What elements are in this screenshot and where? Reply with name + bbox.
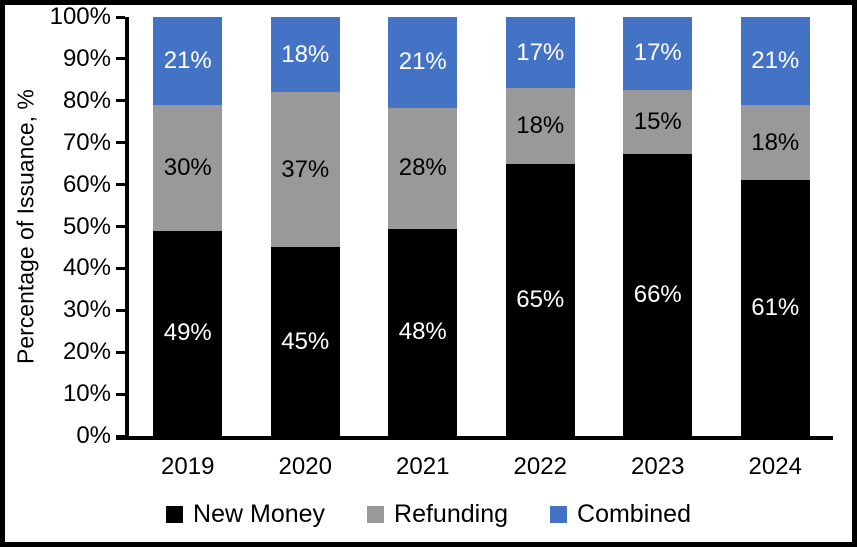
x-tick-label-2022: 2022	[513, 453, 567, 480]
bar-segment-combined-2021: 21%	[388, 17, 458, 108]
bar-segment-refunding-2023: 15%	[623, 89, 693, 154]
bar-segment-combined-2023: 17%	[623, 17, 693, 90]
y-axis-line	[125, 17, 129, 440]
legend-label-combined: Combined	[577, 499, 691, 528]
bar-segment-combined-2024: 21%	[740, 17, 810, 106]
x-tick-label-2021: 2021	[396, 453, 450, 480]
bar-segment-combined-2022: 17%	[505, 17, 575, 89]
legend-swatch-refunding	[367, 505, 385, 523]
legend-label-refunding: Refunding	[394, 499, 509, 528]
y-axis-title: Percentage of Issuance, %	[12, 89, 39, 364]
data-label-combined-2022: 17%	[516, 38, 565, 66]
data-label-new-money-2019: 49%	[163, 319, 212, 347]
bars-container: 49% 30% 21% 45% 37% 18% 48% 28% 21% 65% 18% 17% 66% 1…	[129, 17, 834, 436]
data-label-combined-2023: 17%	[633, 39, 682, 67]
y-tick-mark	[116, 183, 125, 187]
data-label-combined-2021: 21%	[398, 48, 447, 76]
data-label-new-money-2022: 65%	[516, 285, 565, 313]
y-tick-mark	[116, 266, 125, 270]
y-tick-mark	[116, 308, 125, 312]
x-tick-label-2024: 2024	[748, 453, 802, 480]
data-label-new-money-2024: 61%	[751, 294, 800, 322]
data-label-combined-2019: 21%	[163, 47, 212, 75]
data-label-new-money-2023: 66%	[633, 280, 682, 308]
bar-segment-new-money-2021: 48%	[388, 228, 458, 436]
bar-2019: 49% 30% 21%	[153, 17, 223, 436]
bar-segment-refunding-2024: 18%	[740, 105, 810, 181]
legend: New Money Refunding Combined	[5, 497, 852, 531]
legend-item-refunding: Refunding	[367, 500, 508, 529]
legend-item-combined: Combined	[550, 500, 691, 529]
bar-segment-refunding-2020: 37%	[270, 92, 340, 248]
legend-item-new-money: New Money	[166, 500, 325, 529]
y-tick-mark	[116, 99, 125, 103]
data-label-combined-2020: 18%	[281, 40, 330, 68]
bar-segment-new-money-2019: 49%	[153, 230, 223, 436]
y-tick-mark	[116, 141, 125, 145]
x-tick-label-2020: 2020	[278, 453, 332, 480]
bar-segment-new-money-2022: 65%	[505, 163, 575, 436]
data-label-new-money-2021: 48%	[398, 318, 447, 346]
x-axis-line	[116, 436, 833, 440]
bar-segment-combined-2020: 18%	[270, 17, 340, 93]
y-tick-mark	[116, 392, 125, 396]
y-tick-mark	[116, 350, 125, 354]
legend-swatch-new-money	[166, 505, 184, 523]
y-tick-mark	[116, 57, 125, 61]
bar-2021: 48% 28% 21%	[388, 17, 458, 436]
bar-segment-refunding-2021: 28%	[388, 107, 458, 229]
bar-segment-refunding-2022: 18%	[505, 88, 575, 164]
data-label-new-money-2020: 45%	[281, 327, 330, 355]
data-label-refunding-2020: 37%	[281, 155, 330, 183]
x-tick-label-2023: 2023	[631, 453, 685, 480]
data-label-refunding-2019: 30%	[163, 153, 212, 181]
y-tick-mark	[116, 15, 125, 19]
data-label-refunding-2024: 18%	[751, 128, 800, 156]
bar-2022: 65% 18% 17%	[505, 17, 575, 436]
bar-segment-combined-2019: 21%	[153, 17, 223, 106]
x-axis-labels: 2019 2020 2021 2022 2023 2024	[129, 453, 834, 483]
data-label-refunding-2023: 15%	[633, 107, 682, 135]
legend-swatch-combined	[550, 505, 568, 523]
bar-2023: 66% 15% 17%	[623, 17, 693, 436]
bar-segment-new-money-2020: 45%	[270, 247, 340, 436]
y-tick-mark	[116, 225, 125, 228]
x-tick-label-2019: 2019	[161, 453, 215, 480]
bar-segment-new-money-2023: 66%	[623, 153, 693, 436]
data-label-refunding-2022: 18%	[516, 111, 565, 139]
bar-segment-new-money-2024: 61%	[740, 180, 810, 436]
bar-2024: 61% 18% 21%	[740, 17, 810, 436]
legend-label-new-money: New Money	[193, 499, 326, 528]
data-label-refunding-2021: 28%	[398, 154, 447, 182]
bar-segment-refunding-2019: 30%	[153, 105, 223, 231]
bar-2020: 45% 37% 18%	[270, 17, 340, 436]
data-label-combined-2024: 21%	[751, 47, 800, 75]
